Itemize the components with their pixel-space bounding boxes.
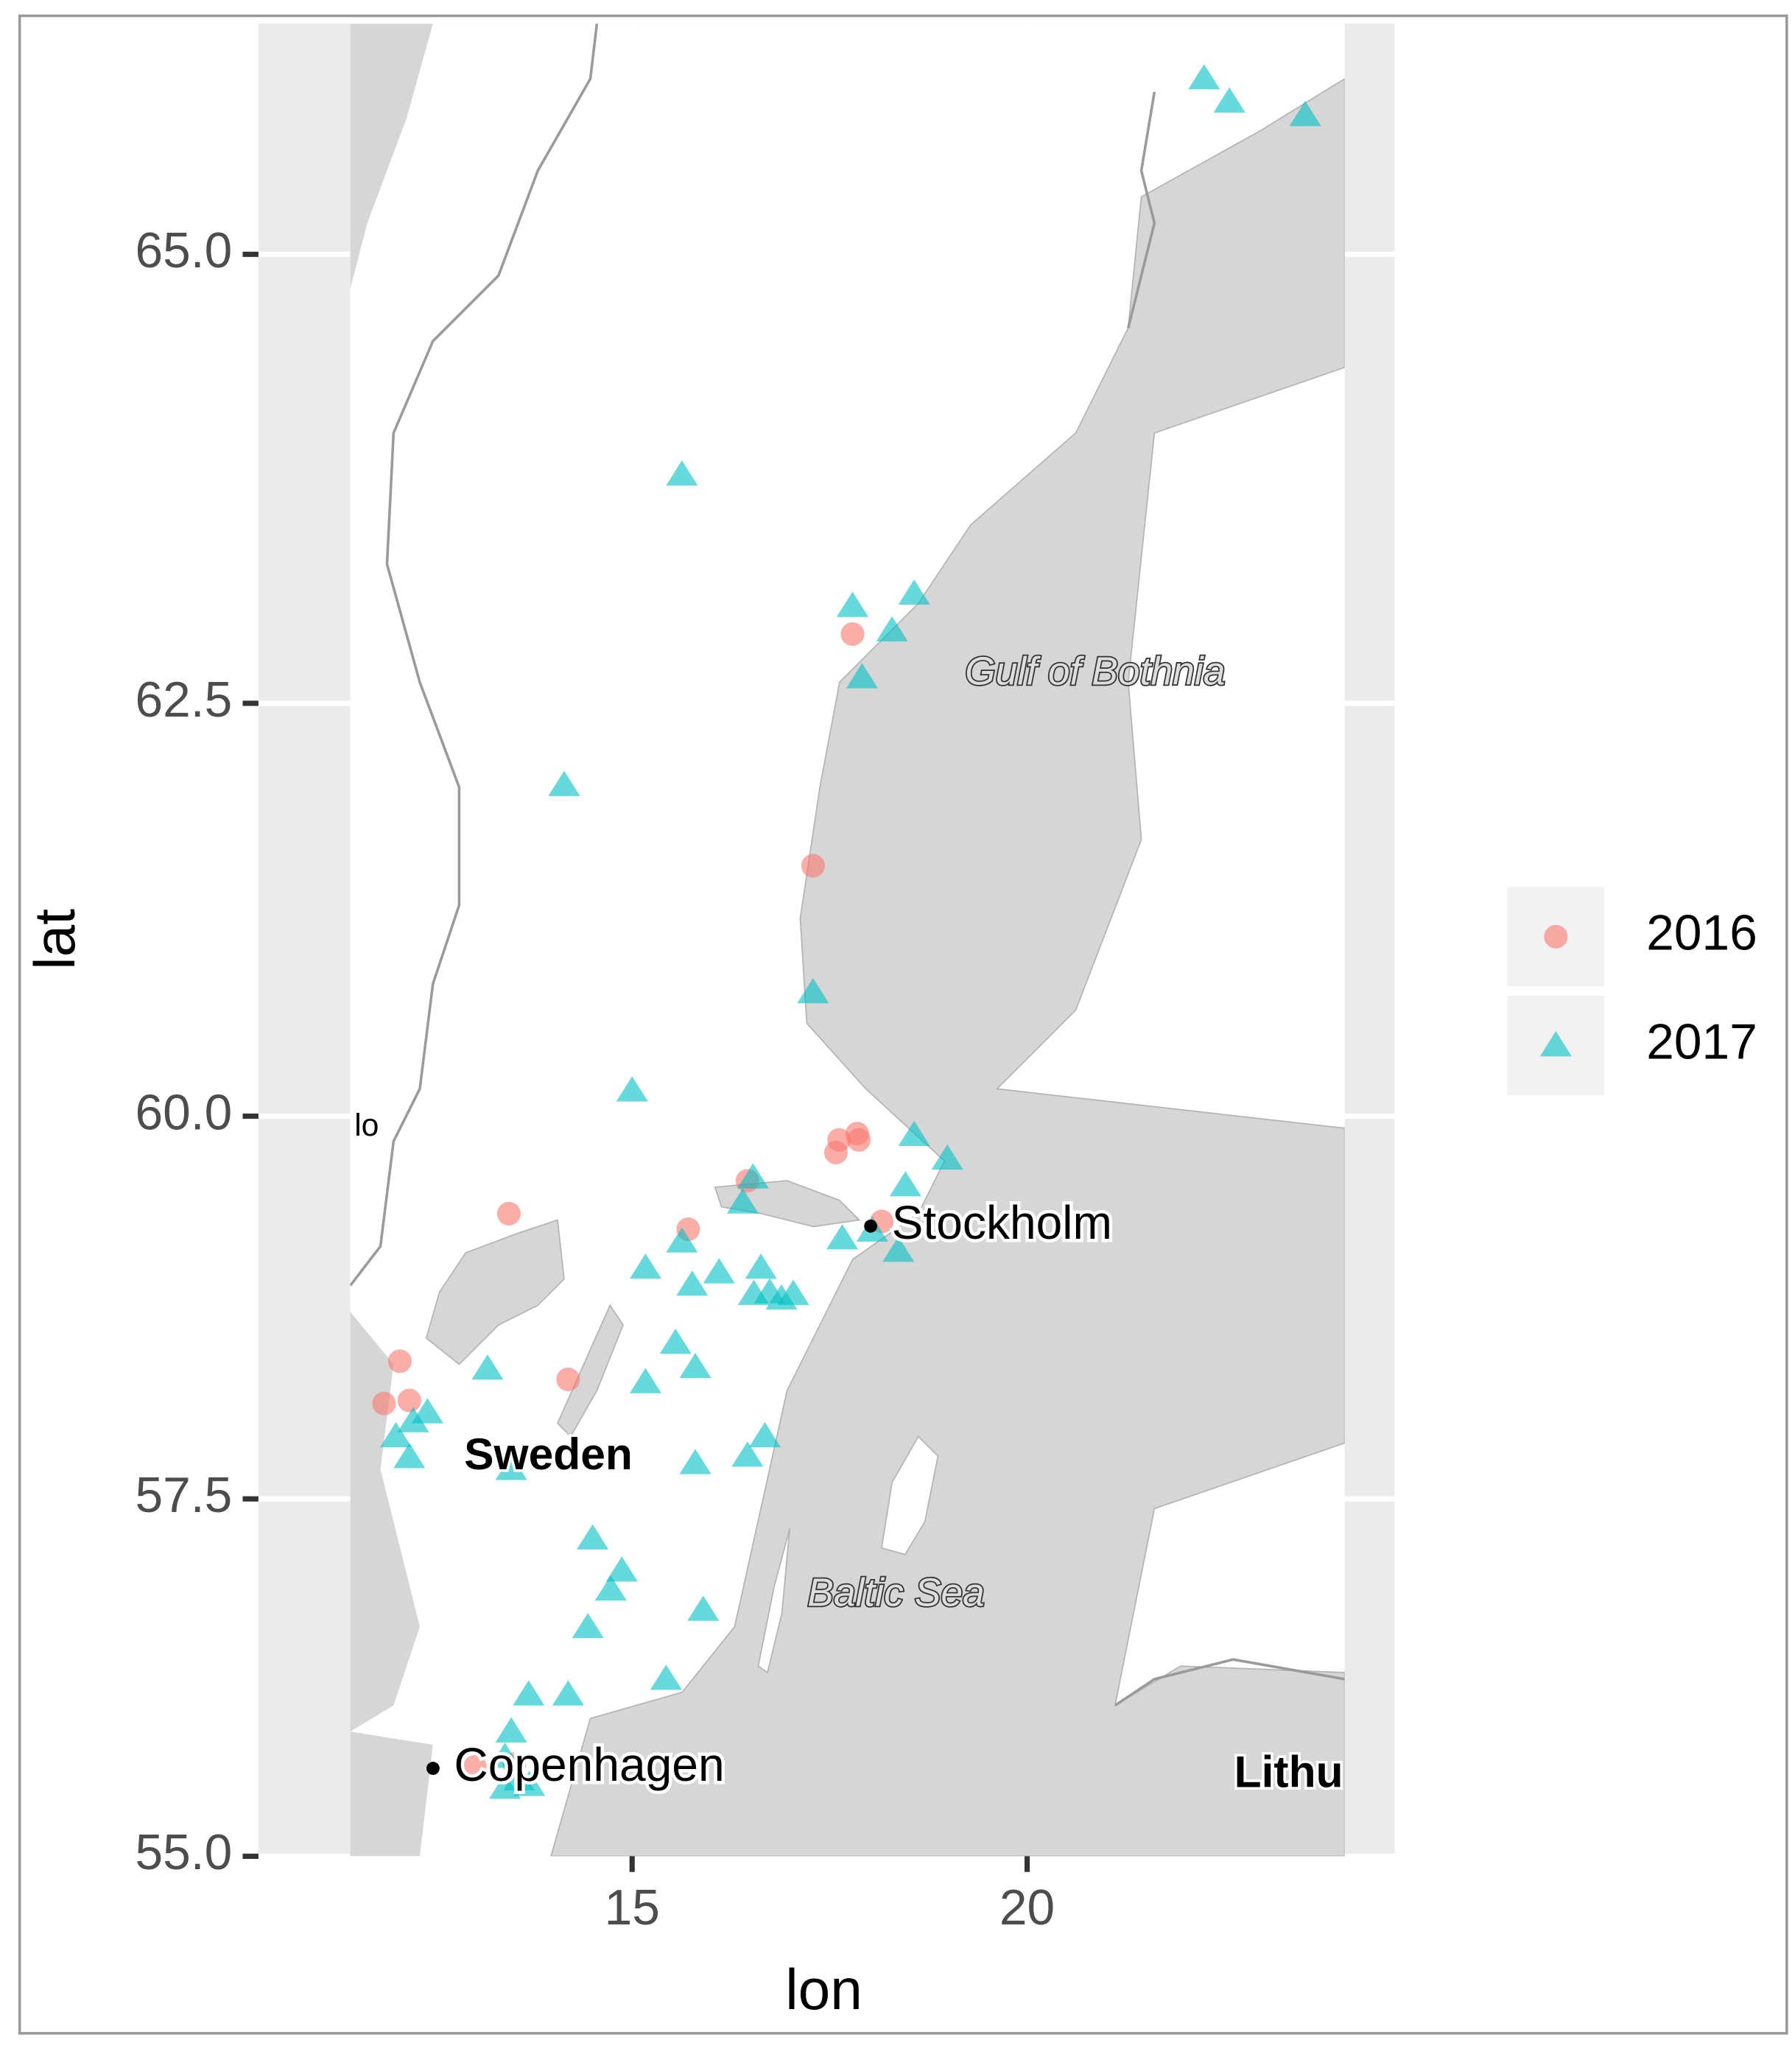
point-triangle (605, 1556, 638, 1582)
point-triangle (737, 1163, 769, 1189)
point-triangle (488, 1773, 521, 1799)
point-triangle (379, 1421, 412, 1448)
point-triangle (748, 1421, 781, 1448)
point-triangle (1213, 87, 1245, 113)
point-triangle (495, 1717, 527, 1743)
oland (757, 1527, 791, 1674)
point-triangle (488, 1743, 521, 1768)
city-label: Copenhagen (454, 1738, 724, 1791)
point-circle (801, 854, 825, 878)
point-circle (556, 1367, 580, 1391)
point-triangle (393, 1443, 426, 1469)
point-triangle (898, 579, 930, 605)
point-triangle (411, 1398, 443, 1424)
point-circle (397, 1388, 421, 1413)
point-circle (496, 1201, 521, 1226)
y-tick-label: 55.0 (136, 1825, 233, 1880)
lake-vattern (556, 1304, 625, 1438)
kattegat (350, 1731, 433, 1857)
point-triangle (629, 1253, 662, 1279)
point-triangle (513, 1680, 545, 1706)
point-triangle (548, 770, 580, 796)
y-tick-label: 65.0 (136, 223, 233, 278)
legend-label: 2017 (1646, 1015, 1757, 1070)
water-label: Baltic Sea (807, 1571, 985, 1614)
point-triangle (616, 1076, 648, 1102)
place-label: lo (354, 1108, 379, 1143)
point-triangle (745, 1253, 777, 1279)
point-triangle (797, 977, 829, 1004)
x-tick-label: 20 (999, 1880, 1055, 1935)
border-norway (350, 24, 599, 1287)
point-circle (840, 622, 865, 647)
point-triangle (495, 1455, 527, 1480)
point-triangle (471, 1354, 504, 1380)
point-triangle (676, 1270, 709, 1296)
north-sea (350, 1312, 420, 1732)
point-circle (823, 1140, 848, 1164)
point-triangle (679, 1352, 711, 1379)
point-triangle (659, 1328, 692, 1354)
y-tick-label: 60.0 (136, 1085, 233, 1140)
lake-vanern (425, 1219, 565, 1365)
gotland (880, 1435, 939, 1555)
city-label: Stockholm (892, 1196, 1112, 1249)
map (350, 24, 1345, 1857)
point-triangle (552, 1680, 584, 1706)
point-triangle (889, 1171, 921, 1197)
point-circle (372, 1391, 396, 1416)
point-triangle (731, 1441, 764, 1467)
point-triangle (726, 1188, 759, 1214)
point-circle (845, 1122, 869, 1146)
annotations: Gulf of Bothnia Baltic Sea Stockholm Copenh… (354, 649, 1346, 1800)
point-circle (463, 1755, 487, 1779)
y-axis-title: lat (22, 909, 87, 970)
legend-label: 2016 (1646, 906, 1757, 961)
point-triangle (765, 1284, 798, 1310)
norway-fjord (350, 24, 433, 289)
point-triangle (882, 1236, 915, 1262)
border-baltics (1114, 1658, 1345, 1707)
point-triangle (898, 1120, 930, 1147)
city-dot (426, 1762, 440, 1775)
legend-items: 2016 2017 (1507, 887, 1757, 1096)
point-triangle (666, 460, 698, 486)
point-circle (1544, 924, 1568, 949)
y-tick-label: 62.5 (136, 672, 233, 728)
points (372, 63, 1321, 1799)
point-triangle (679, 1449, 711, 1474)
city-dot (864, 1219, 878, 1233)
y-tick-label: 57.5 (136, 1468, 233, 1523)
lake-malaren (714, 1180, 861, 1228)
point-triangle (629, 1368, 662, 1393)
sea (550, 77, 1345, 1857)
point-triangle (826, 1224, 859, 1250)
country-label: Sweden (464, 1429, 633, 1479)
point-triangle (666, 1227, 698, 1253)
point-triangle (650, 1664, 682, 1690)
point-triangle (577, 1524, 609, 1550)
point-triangle (703, 1258, 735, 1284)
point-triangle (397, 1407, 429, 1432)
point-triangle (687, 1595, 720, 1621)
point-triangle (1539, 1031, 1572, 1057)
point-triangle (836, 591, 869, 617)
point-triangle (876, 616, 908, 641)
point-circle (387, 1349, 412, 1374)
point-triangle (1289, 100, 1321, 127)
point-triangle (1188, 63, 1220, 90)
point-triangle (931, 1144, 963, 1170)
point-triangle (513, 1771, 546, 1796)
x-tick-label: 15 (605, 1880, 660, 1935)
point-triangle (572, 1613, 604, 1639)
country-label: Lithu (1234, 1747, 1343, 1797)
point-triangle (594, 1575, 627, 1601)
border-finland (1127, 91, 1156, 328)
x-axis-title: lon (785, 1957, 862, 2022)
point-triangle (846, 663, 878, 689)
water-label: Gulf of Bothnia (965, 650, 1225, 693)
